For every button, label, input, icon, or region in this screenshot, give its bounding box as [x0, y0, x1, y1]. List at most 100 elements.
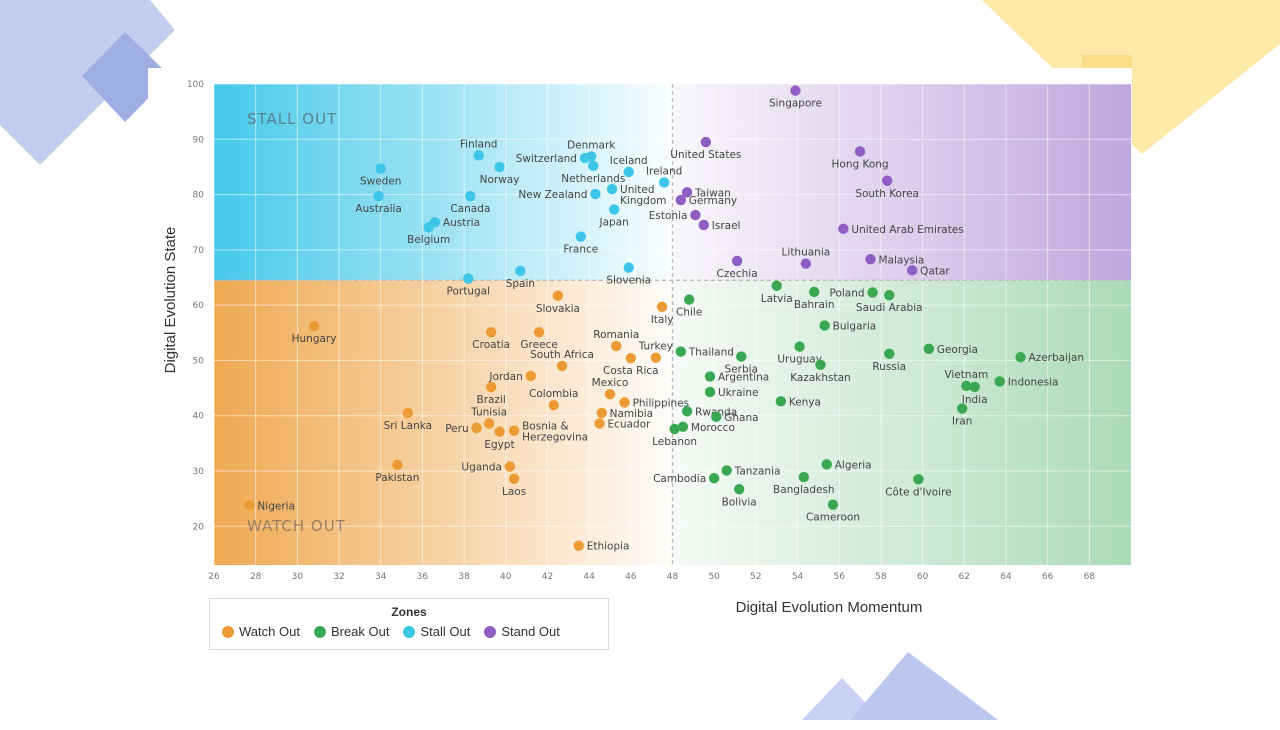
point-marker[interactable]: [606, 183, 618, 195]
point-marker[interactable]: [485, 327, 497, 338]
point-marker[interactable]: [815, 359, 826, 371]
point-marker[interactable]: [798, 471, 809, 483]
point-marker[interactable]: [573, 540, 584, 551]
point-marker[interactable]: [588, 160, 599, 172]
legend-item-stall-out[interactable]: Stall Out: [403, 624, 470, 639]
point-marker[interactable]: [867, 287, 878, 298]
point-marker[interactable]: [884, 348, 895, 360]
point-marker[interactable]: [681, 187, 693, 198]
zone-title-stall-out: STALL OUT: [247, 110, 337, 128]
point-marker[interactable]: [465, 191, 476, 202]
point-marker[interactable]: [625, 353, 637, 364]
point-marker[interactable]: [821, 459, 832, 470]
point-label-latvia: Latvia: [761, 293, 793, 305]
point-marker[interactable]: [525, 370, 536, 382]
legend-item-stand-out[interactable]: Stand Out: [484, 624, 560, 639]
point-marker[interactable]: [677, 421, 689, 432]
point-label-italy: Italy: [651, 314, 674, 326]
point-marker[interactable]: [471, 422, 482, 434]
point-marker[interactable]: [1015, 351, 1026, 363]
point-marker[interactable]: [623, 166, 634, 178]
point-marker[interactable]: [771, 280, 782, 291]
point-marker[interactable]: [608, 204, 620, 215]
point-marker[interactable]: [711, 411, 722, 423]
point-marker[interactable]: [731, 255, 743, 267]
point-marker[interactable]: [392, 459, 403, 471]
point-marker[interactable]: [698, 219, 709, 231]
point-marker[interactable]: [956, 403, 968, 414]
point-marker[interactable]: [675, 346, 687, 357]
point-marker[interactable]: [548, 400, 559, 411]
point-marker[interactable]: [690, 209, 701, 221]
point-marker[interactable]: [504, 461, 516, 472]
point-marker[interactable]: [838, 223, 849, 235]
point-marker[interactable]: [579, 152, 591, 164]
point-marker[interactable]: [794, 341, 805, 352]
point-marker[interactable]: [708, 472, 720, 484]
point-marker[interactable]: [700, 136, 712, 148]
point-marker[interactable]: [244, 500, 255, 511]
point-marker[interactable]: [494, 161, 505, 173]
point-marker[interactable]: [373, 191, 384, 202]
point-marker[interactable]: [881, 175, 893, 186]
point-label-ukraine: Ukraine: [718, 387, 759, 399]
point-marker[interactable]: [494, 426, 505, 437]
point-marker[interactable]: [733, 484, 745, 495]
point-marker[interactable]: [819, 320, 830, 331]
point-marker[interactable]: [736, 351, 747, 362]
point-label-bosnia-herzegovina: Bosnia & Herzegovina: [522, 421, 588, 444]
point-marker[interactable]: [675, 194, 687, 206]
point-marker[interactable]: [704, 371, 716, 382]
point-marker[interactable]: [721, 465, 732, 476]
point-marker[interactable]: [575, 231, 586, 242]
point-marker[interactable]: [515, 265, 526, 277]
point-marker[interactable]: [913, 474, 924, 485]
point-marker[interactable]: [775, 396, 787, 407]
point-marker[interactable]: [969, 381, 980, 393]
point-marker[interactable]: [594, 418, 605, 429]
point-marker[interactable]: [961, 380, 972, 392]
point-marker[interactable]: [658, 177, 670, 188]
x-tick-label: 32: [333, 572, 344, 582]
point-marker[interactable]: [681, 406, 693, 417]
legend-item-watch-out[interactable]: Watch Out: [222, 624, 300, 639]
point-marker[interactable]: [596, 407, 607, 419]
point-marker[interactable]: [650, 352, 662, 363]
point-marker[interactable]: [308, 320, 320, 332]
point-marker[interactable]: [854, 146, 866, 157]
point-marker[interactable]: [473, 150, 484, 161]
point-marker[interactable]: [704, 386, 716, 398]
point-marker[interactable]: [483, 418, 495, 429]
point-label-india: India: [962, 394, 988, 406]
point-marker[interactable]: [656, 301, 668, 313]
point-marker[interactable]: [884, 289, 895, 301]
point-marker[interactable]: [375, 163, 386, 174]
point-marker[interactable]: [906, 265, 918, 276]
point-marker[interactable]: [463, 273, 474, 284]
point-marker[interactable]: [508, 473, 520, 484]
point-marker[interactable]: [669, 423, 680, 435]
point-marker[interactable]: [809, 286, 820, 298]
point-marker[interactable]: [623, 262, 634, 273]
point-marker[interactable]: [533, 327, 545, 338]
point-marker[interactable]: [800, 258, 812, 269]
point-marker[interactable]: [423, 221, 434, 233]
point-marker[interactable]: [923, 343, 935, 355]
point-marker[interactable]: [790, 85, 801, 96]
point-marker[interactable]: [865, 254, 876, 265]
point-marker[interactable]: [611, 340, 622, 352]
legend-item-break-out[interactable]: Break Out: [313, 624, 389, 639]
point-marker[interactable]: [485, 381, 497, 393]
point-label-egypt: Egypt: [484, 439, 514, 451]
point-marker[interactable]: [402, 407, 414, 419]
point-label-peru: Peru: [445, 423, 468, 435]
point-marker[interactable]: [619, 397, 630, 408]
point-marker[interactable]: [827, 499, 839, 510]
point-marker[interactable]: [508, 425, 520, 436]
point-marker[interactable]: [683, 294, 695, 305]
point-marker[interactable]: [556, 360, 568, 372]
point-marker[interactable]: [552, 290, 564, 301]
point-marker[interactable]: [604, 388, 616, 400]
point-marker[interactable]: [994, 376, 1005, 387]
point-marker[interactable]: [590, 188, 601, 200]
